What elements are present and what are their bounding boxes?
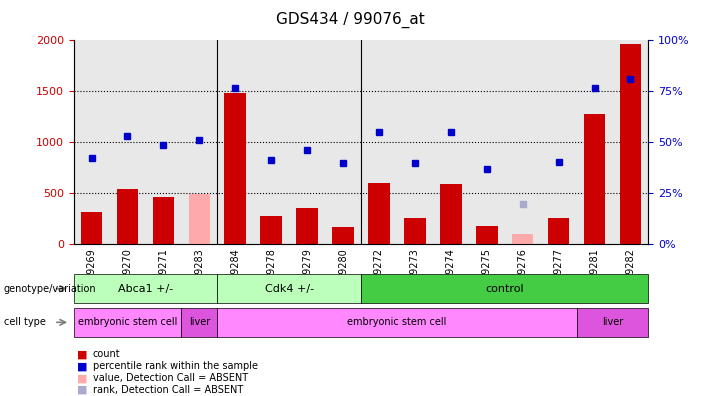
Text: genotype/variation: genotype/variation bbox=[4, 284, 96, 294]
Text: GDS434 / 99076_at: GDS434 / 99076_at bbox=[276, 12, 425, 28]
Bar bbox=[81, 212, 102, 244]
Text: ■: ■ bbox=[77, 349, 88, 360]
Text: ■: ■ bbox=[77, 361, 88, 371]
Text: ■: ■ bbox=[77, 385, 88, 395]
Bar bbox=[224, 93, 246, 244]
Text: embryonic stem cell: embryonic stem cell bbox=[78, 317, 177, 327]
Bar bbox=[116, 189, 138, 244]
Text: Abca1 +/-: Abca1 +/- bbox=[118, 284, 173, 294]
Text: cell type: cell type bbox=[4, 317, 46, 327]
Text: value, Detection Call = ABSENT: value, Detection Call = ABSENT bbox=[93, 373, 247, 383]
Bar bbox=[404, 217, 426, 244]
Text: ■: ■ bbox=[77, 373, 88, 383]
Bar bbox=[332, 227, 354, 244]
Bar bbox=[512, 234, 533, 244]
Bar bbox=[297, 208, 318, 244]
Text: count: count bbox=[93, 349, 120, 360]
Bar bbox=[440, 185, 461, 244]
Text: percentile rank within the sample: percentile rank within the sample bbox=[93, 361, 257, 371]
Text: rank, Detection Call = ABSENT: rank, Detection Call = ABSENT bbox=[93, 385, 243, 395]
Text: Cdk4 +/-: Cdk4 +/- bbox=[264, 284, 314, 294]
Text: embryonic stem cell: embryonic stem cell bbox=[347, 317, 447, 327]
Bar bbox=[476, 226, 498, 244]
Bar bbox=[584, 114, 606, 244]
Bar bbox=[189, 194, 210, 244]
Text: liver: liver bbox=[189, 317, 210, 327]
Bar bbox=[153, 197, 174, 244]
Text: liver: liver bbox=[602, 317, 623, 327]
Bar bbox=[368, 183, 390, 244]
Bar bbox=[261, 216, 282, 244]
Bar bbox=[620, 44, 641, 244]
Bar bbox=[548, 218, 569, 244]
Text: control: control bbox=[485, 284, 524, 294]
